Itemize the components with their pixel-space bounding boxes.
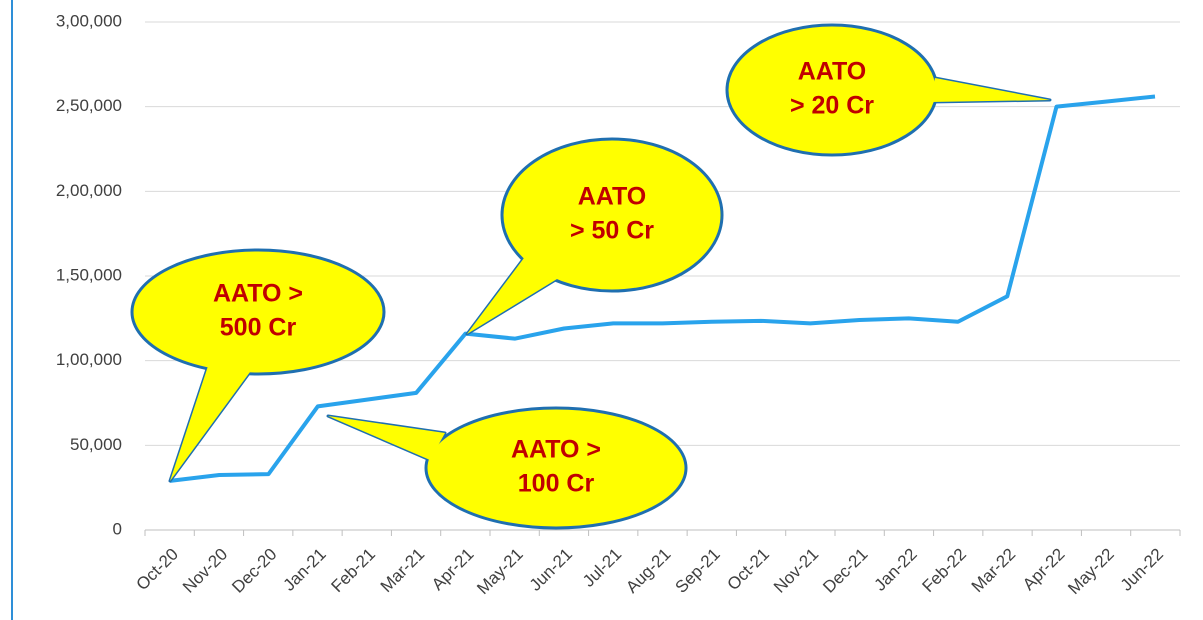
y-tick-label: 0 bbox=[113, 519, 122, 538]
x-tick-label: Mar-21 bbox=[377, 545, 429, 597]
annotation: 500 Cr bbox=[220, 314, 297, 342]
callout-fill bbox=[729, 27, 935, 153]
series-line bbox=[169, 94, 1156, 483]
annotation: AATO > bbox=[511, 436, 601, 464]
x-tick-label: Jun-22 bbox=[1117, 545, 1167, 595]
annotation: 100 Cr bbox=[518, 470, 595, 498]
y-tick-label: 2,00,000 bbox=[56, 181, 122, 200]
annotation: AATO bbox=[798, 58, 867, 86]
x-tick-label: Jan-22 bbox=[871, 545, 921, 595]
x-tick-label: Nov-20 bbox=[179, 545, 231, 597]
x-tick-label: Feb-21 bbox=[327, 545, 379, 597]
x-tick-label: Jul-21 bbox=[579, 545, 625, 591]
x-tick-label: Oct-20 bbox=[132, 545, 182, 595]
x-tick-label: Jan-21 bbox=[280, 545, 330, 595]
callout-join bbox=[328, 416, 445, 460]
x-tick-label: Feb-22 bbox=[918, 545, 970, 597]
annotation: AATO > bbox=[213, 280, 303, 308]
x-tick-label: Mar-22 bbox=[968, 545, 1020, 597]
x-tick-label: Sep-21 bbox=[672, 545, 724, 597]
x-tick-label: Nov-21 bbox=[770, 545, 822, 597]
x-tick-label: Aug-21 bbox=[622, 545, 674, 597]
callout-fill bbox=[134, 252, 382, 372]
x-tick-label: Apr-22 bbox=[1019, 545, 1069, 595]
callout-join bbox=[170, 360, 250, 481]
callout-join bbox=[930, 78, 1050, 102]
y-tick-label: 50,000 bbox=[70, 435, 122, 454]
x-tick-label: May-21 bbox=[473, 545, 527, 599]
x-tick-label: May-22 bbox=[1064, 545, 1118, 599]
x-tick-label: Oct-21 bbox=[723, 545, 773, 595]
callout-fill bbox=[428, 410, 684, 526]
x-tick-label: Jun-21 bbox=[526, 545, 576, 595]
y-tick-label: 3,00,000 bbox=[56, 11, 122, 30]
y-tick-label: 1,00,000 bbox=[56, 350, 122, 369]
y-tick-label: 1,50,000 bbox=[56, 265, 122, 284]
x-tick-label: Apr-21 bbox=[428, 545, 478, 595]
y-tick-label: 2,50,000 bbox=[56, 96, 122, 115]
annotation: AATO bbox=[578, 183, 647, 211]
annotation: > 20 Cr bbox=[790, 92, 874, 120]
x-tick-label: Dec-21 bbox=[819, 545, 871, 597]
annotation: > 50 Cr bbox=[570, 217, 654, 245]
callout-fill bbox=[504, 141, 720, 289]
x-tick-label: Dec-20 bbox=[228, 545, 280, 597]
